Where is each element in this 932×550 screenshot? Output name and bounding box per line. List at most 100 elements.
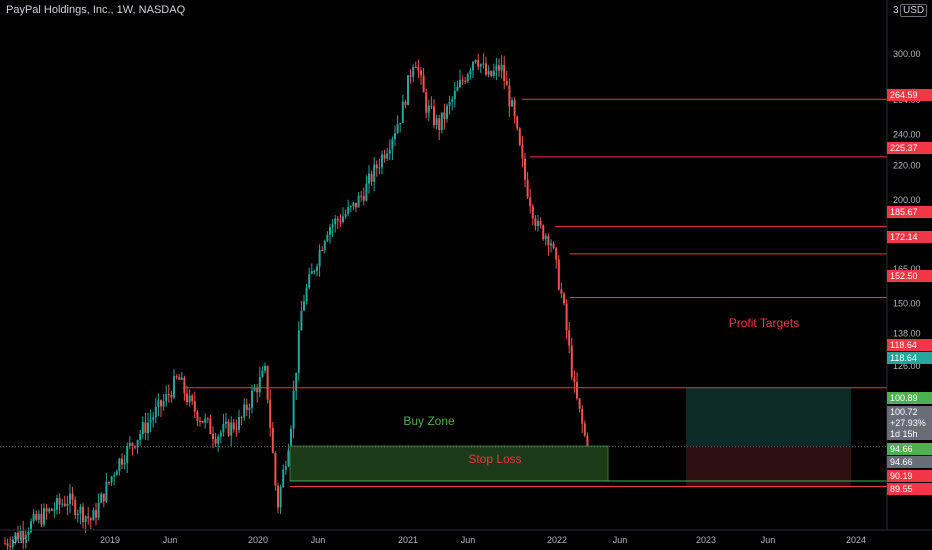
level-tag: 225.37 — [890, 143, 918, 153]
candle-body — [82, 506, 84, 523]
candle-body — [542, 225, 545, 240]
candle-body — [193, 401, 196, 412]
candle-body — [279, 487, 282, 508]
level-tag-bg — [887, 231, 932, 243]
candle-body — [344, 214, 347, 217]
x-tick-label: Jun — [461, 535, 476, 545]
candle-body — [526, 179, 529, 198]
candle-body — [97, 502, 100, 518]
candle-body — [295, 372, 298, 391]
candle-body — [440, 112, 443, 131]
candle-body — [323, 241, 326, 251]
candle-body — [427, 105, 430, 113]
candle-body — [282, 469, 285, 488]
candle-body — [394, 133, 396, 140]
candle-body — [48, 508, 51, 512]
x-tick-label: Jun — [311, 535, 326, 545]
candle-body — [329, 227, 331, 235]
level-tag: 90.19 — [890, 471, 913, 481]
currency-button[interactable]: 3 USD — [893, 4, 928, 17]
candle-body — [503, 64, 506, 82]
candle-body — [79, 506, 82, 514]
candle-body — [375, 164, 378, 169]
candle-body — [586, 435, 589, 454]
candle-body — [243, 404, 246, 418]
candle-body — [253, 388, 256, 391]
candle-body — [565, 303, 568, 331]
candle-body — [87, 516, 90, 519]
candle-body — [433, 106, 435, 126]
candle-body — [165, 394, 168, 402]
x-tick-label: Jun — [761, 535, 776, 545]
candle-body — [19, 530, 22, 539]
level-tag-bg — [887, 392, 932, 404]
candle-body — [576, 382, 578, 399]
candle-body — [204, 418, 207, 423]
candle-body — [388, 149, 391, 154]
candle-body — [173, 376, 175, 398]
candle-body — [557, 259, 560, 290]
x-tick-label: Jun — [13, 535, 28, 545]
candle-body — [183, 377, 186, 394]
candle-body — [578, 398, 581, 409]
candle-body — [490, 71, 493, 77]
loss-box — [686, 446, 851, 487]
candle-body — [300, 310, 303, 331]
candle-body — [66, 503, 69, 506]
annotation-label: Buy Zone — [403, 414, 455, 428]
candle-body — [266, 365, 269, 400]
candle-body — [63, 503, 66, 506]
candle-body — [339, 220, 342, 223]
candle-body — [570, 345, 573, 378]
candle-body — [136, 439, 139, 448]
candle-body — [113, 475, 116, 477]
candle-body — [4, 543, 6, 545]
candle-body — [420, 70, 422, 76]
candle-body — [76, 513, 79, 516]
candle-body — [227, 421, 230, 436]
candle-body — [287, 450, 290, 467]
candle-body — [58, 498, 61, 505]
level-tag: 94.66 — [890, 457, 913, 467]
candle-body — [422, 75, 425, 93]
candle-body — [511, 100, 513, 107]
candle-body — [115, 471, 118, 476]
x-tick-label: 2023 — [696, 535, 716, 545]
y-tick-label: 138.00 — [893, 328, 921, 338]
candle-body — [141, 422, 144, 435]
current-price-tag: +27.93% — [890, 418, 926, 428]
level-tag-bg — [887, 142, 932, 154]
annotation-label: Profit Targets — [729, 316, 799, 330]
candle-body — [383, 154, 386, 159]
candle-body — [355, 202, 357, 208]
candle-body — [342, 216, 344, 223]
candle-body — [368, 173, 370, 184]
candle-body — [487, 71, 490, 75]
candle-body — [409, 75, 412, 78]
candle-body — [466, 74, 469, 82]
candle-body — [297, 330, 300, 373]
candle-body — [500, 64, 503, 71]
currency-label: USD — [903, 5, 925, 16]
candle-body — [206, 418, 209, 420]
candle-body — [425, 92, 428, 113]
level-tag-bg — [887, 270, 932, 282]
candle-body — [305, 287, 308, 302]
x-tick-label: 2022 — [547, 535, 567, 545]
candle-body — [360, 195, 363, 197]
level-tag-bg — [887, 483, 932, 495]
annotation-label: Stop Loss — [468, 452, 521, 466]
y-tick-label: 240.00 — [893, 129, 921, 139]
candle-body — [547, 236, 550, 246]
candle-body — [199, 420, 201, 422]
candle-body — [102, 493, 105, 502]
candle-body — [568, 330, 571, 346]
candle-body — [401, 101, 404, 124]
candle-body — [539, 220, 542, 226]
candle-body — [430, 105, 433, 107]
candle-body — [35, 513, 38, 520]
candle-body — [154, 407, 157, 418]
candle-body — [131, 443, 134, 446]
candle-body — [352, 202, 355, 207]
